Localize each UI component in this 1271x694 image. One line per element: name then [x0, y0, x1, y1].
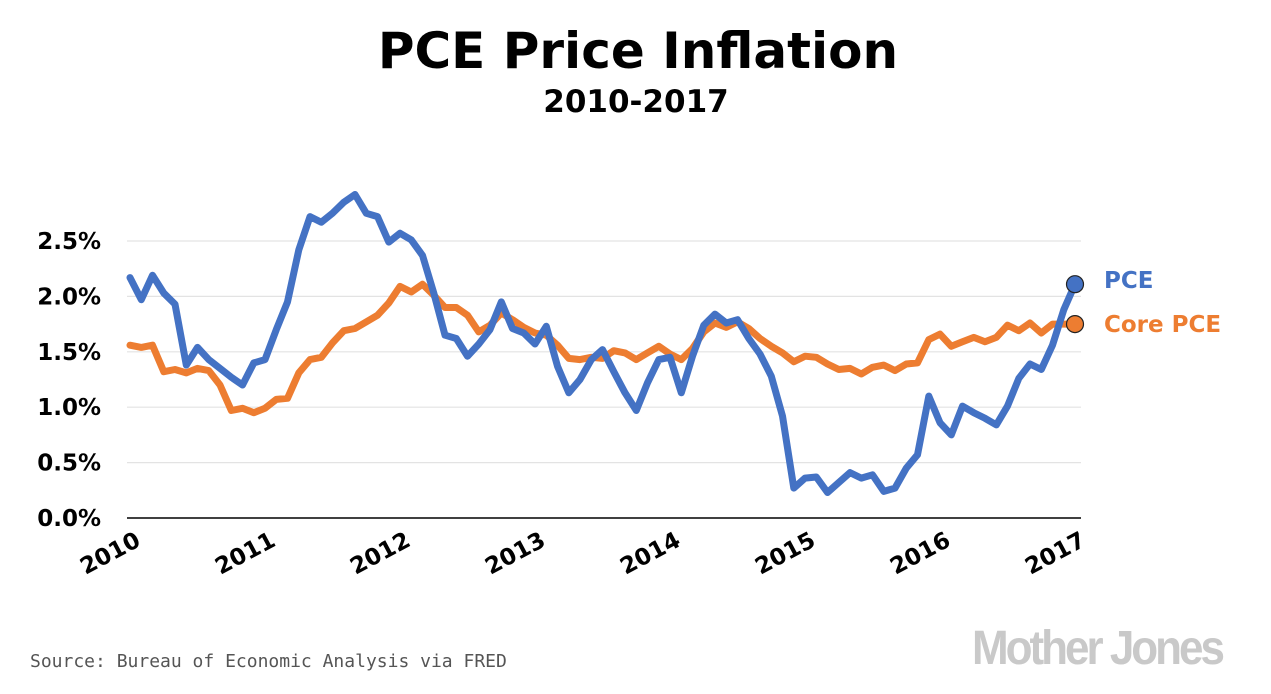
series-line-core-pce: [126, 280, 1079, 417]
y-tick-label: 2.0%: [37, 284, 101, 310]
y-tick-label: 0.0%: [37, 506, 101, 532]
mother-jones-logo: Mother Jones: [972, 620, 1226, 674]
chart-title: PCE Price Inflation: [378, 22, 898, 80]
x-tick-label: 2011: [211, 527, 280, 580]
source-note: Source: Bureau of Economic Analysis via …: [30, 651, 507, 672]
x-tick-label: 2010: [76, 527, 145, 580]
y-tick-label: 0.5%: [37, 451, 101, 477]
logo-text: Mother Jones: [972, 620, 1223, 674]
x-tick-label: 2014: [616, 527, 685, 580]
x-tick-label: 2016: [886, 527, 955, 580]
series-label: PCE: [1104, 268, 1153, 294]
y-axis-ticks: 0.0% 0.5% 1.0% 1.5% 2.0% 2.5%: [37, 229, 101, 532]
y-tick-label: 1.0%: [37, 395, 101, 421]
x-tick-label: 2012: [346, 527, 415, 580]
series-end-labels: PCE Core PCE: [1104, 268, 1221, 338]
end-marker: [1065, 315, 1085, 334]
x-tick-label: 2017: [1021, 527, 1090, 580]
chart-subtitle: 2010-2017: [543, 84, 728, 120]
end-marker: [1065, 275, 1085, 294]
x-axis-ticks: 2010 2011 2012 2013 2014 2015 2016 2017: [76, 527, 1090, 580]
y-tick-label: 2.5%: [37, 229, 101, 255]
series-label: Core PCE: [1104, 312, 1221, 338]
x-tick-label: 2013: [481, 527, 550, 580]
series-line-pce: [126, 191, 1079, 496]
y-tick-label: 1.5%: [37, 340, 101, 366]
series-lines: [126, 191, 1085, 496]
x-tick-label: 2015: [751, 527, 820, 580]
